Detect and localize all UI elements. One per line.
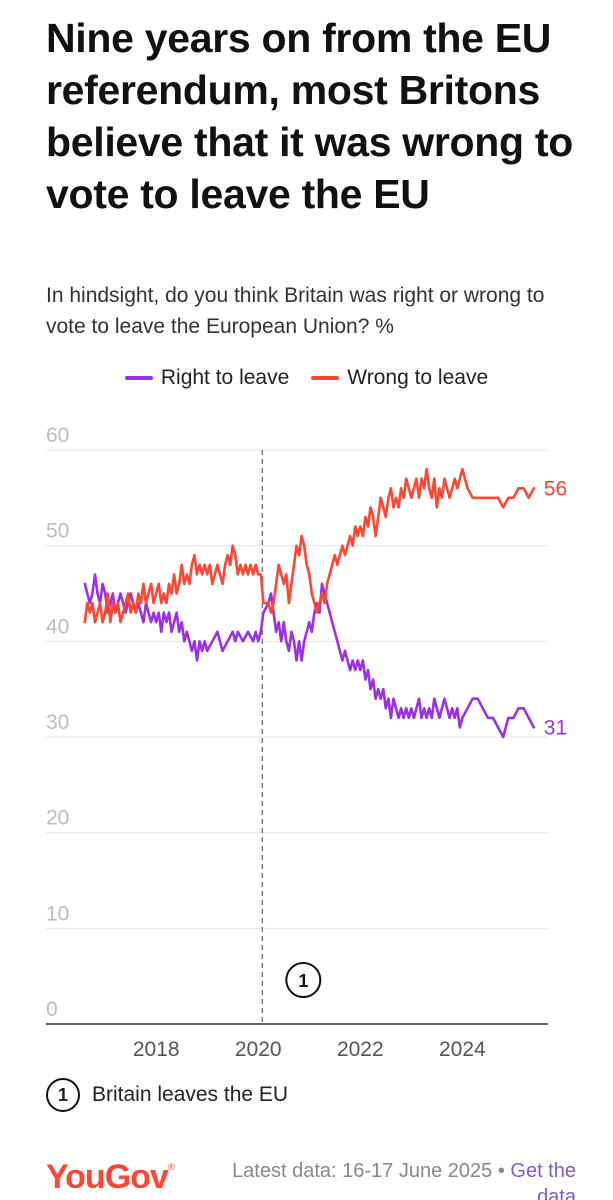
annotation-layer: 1 [261, 450, 322, 1024]
yougov-logo[interactable]: YouGov® [46, 1158, 175, 1197]
legend-label-right: Right to leave [160, 366, 290, 389]
footer: YouGov® Latest data: 16-17 June 2025 • G… [46, 1152, 576, 1200]
x-tick-label-2018: 2018 [133, 1038, 180, 1061]
series-line-wrong-to-leave [83, 467, 536, 624]
grid-lines [46, 449, 548, 1025]
end-label-right-to-leave: 31 [544, 716, 567, 739]
line-chart: 0 10 20 30 40 50 60 2018 2020 2022 2024 1 31 56 [46, 424, 567, 1061]
y-axis-ticks: 0 10 20 30 40 50 60 [46, 424, 69, 1021]
legend-swatch-wrong [311, 376, 340, 380]
page-title: Nine years on from the EU referendum, mo… [46, 15, 573, 217]
legend-label-wrong: Wrong to leave [347, 366, 489, 389]
latest-data-note: Latest data: 16-17 June 2025 • Get the d… [200, 1158, 576, 1200]
chart-subtitle: In hindsight, do you think Britain was r… [46, 284, 545, 338]
footnote-badge: 1 [46, 1078, 80, 1112]
chart-legend: Right to leave Wrong to leave [0, 366, 613, 390]
y-tick-label-50: 50 [46, 520, 69, 543]
brand-name: YouGov [46, 1158, 169, 1196]
annotation-badge [285, 962, 322, 998]
end-label-wrong-to-leave: 56 [544, 477, 567, 500]
legend-swatch-right [124, 376, 153, 380]
end-labels: 31 56 [544, 477, 567, 739]
footnote: 1 Britain leaves the EU [46, 1078, 288, 1112]
x-tick-label-2022: 2022 [337, 1038, 384, 1061]
latest-data-text: Latest data: 16-17 June 2025 • [232, 1160, 505, 1182]
series-lines [83, 467, 536, 739]
legend-item-wrong: Wrong to leave [311, 366, 488, 390]
y-tick-label-60: 60 [46, 424, 69, 447]
footnote-text: Britain leaves the EU [92, 1083, 289, 1106]
x-axis-ticks: 2018 2020 2022 2024 [133, 1038, 486, 1061]
get-data-link[interactable]: Get the data [510, 1160, 576, 1200]
legend-item-right: Right to leave [124, 366, 290, 390]
series-line-right-to-leave [83, 573, 536, 739]
y-tick-label-0: 0 [46, 998, 58, 1021]
x-tick-label-2020: 2020 [235, 1038, 282, 1061]
y-tick-label-40: 40 [46, 615, 69, 638]
x-tick-label-2024: 2024 [439, 1038, 486, 1061]
y-tick-label-30: 30 [46, 711, 69, 734]
annotation-badge-label: 1 [298, 971, 308, 991]
y-tick-label-20: 20 [46, 807, 69, 830]
y-tick-label-10: 10 [46, 902, 69, 925]
registered-mark: ® [167, 1162, 175, 1172]
